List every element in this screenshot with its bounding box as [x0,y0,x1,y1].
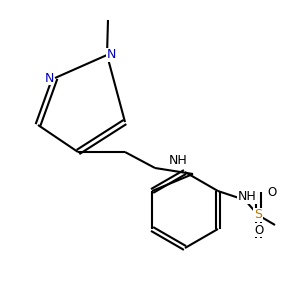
Text: N: N [44,72,54,85]
Text: O: O [267,186,277,199]
Text: NH: NH [238,191,256,204]
Text: NH: NH [169,155,187,168]
Text: O: O [254,224,264,237]
Text: N: N [106,49,116,61]
Text: S: S [254,208,262,221]
